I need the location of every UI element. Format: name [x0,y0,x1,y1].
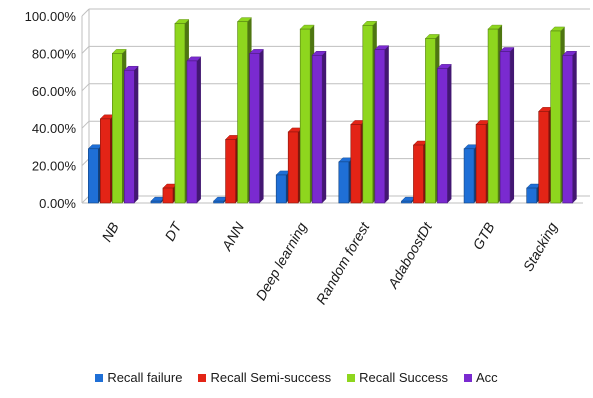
chart-legend: Recall failure Recall Semi-success Recall … [0,370,593,385]
bar [237,21,248,204]
y-tick-label: 20.00% [32,159,77,174]
bar [124,69,135,204]
gridline-depth [81,158,90,166]
bar-side [134,66,139,203]
x-category-label: GTB [469,220,497,253]
bar-side [259,49,264,204]
legend-swatch [464,373,472,382]
x-category-label: Deep learning [252,219,310,303]
legend-item: Recall Success [347,370,448,385]
bar [186,60,198,204]
bar [401,200,412,204]
legend-swatch [198,373,207,382]
legend-label: Recall Success [359,370,448,385]
bar [550,30,561,204]
bar [88,148,99,204]
bar [162,187,174,204]
legend-label: Acc [476,370,498,385]
bar [487,28,499,204]
bar [538,111,549,204]
bar-side [384,45,389,203]
legend-swatch [347,373,356,382]
legend-swatch [95,373,104,382]
bar-side [572,51,577,203]
gridline-depth [81,8,90,17]
bar [174,23,186,204]
x-category-label: Stacking [520,219,561,274]
bar-side [322,51,327,203]
bar [338,161,350,204]
bar [249,53,260,204]
gridline-depth [81,83,90,92]
bar [225,139,236,204]
legend-item: Acc [464,370,498,385]
bar [350,124,362,204]
x-category-label: Random forest [313,219,373,307]
bar [413,144,424,204]
bar [299,28,311,204]
gridline-depth [81,46,90,54]
legend-label: Recall failure [107,370,183,385]
gridline-depth [81,120,90,129]
bar [499,51,511,204]
bar [475,124,487,204]
y-tick-label: 40.00% [32,121,77,136]
y-tick-label: 80.00% [32,46,77,61]
y-tick-label: 100.00% [25,9,77,24]
bar [362,25,374,204]
x-category-label: NB [98,220,122,245]
y-tick-label: 0.00% [39,196,76,211]
bar [311,54,323,204]
bar [213,200,224,204]
bar [150,200,162,204]
bar [287,131,299,204]
bar [275,174,287,204]
legend-label: Recall Semi-success [210,370,332,385]
bar [374,49,386,204]
legend-item: Recall failure [95,370,182,385]
bar-side [447,64,452,203]
bar [437,68,448,204]
bar [425,38,436,204]
bar [463,148,475,204]
legend-item: Recall Semi-success [198,370,331,385]
bar [562,54,573,204]
bar [100,118,111,204]
x-category-label: AdaboostDt [384,219,435,292]
bar [112,53,123,204]
y-tick-label: 60.00% [32,84,77,99]
gridline-depth [81,195,90,204]
bar-side [196,56,201,203]
x-category-label: DT [161,218,185,243]
bar-side [510,47,515,203]
x-category-label: ANN [218,219,248,254]
bar [526,187,537,204]
